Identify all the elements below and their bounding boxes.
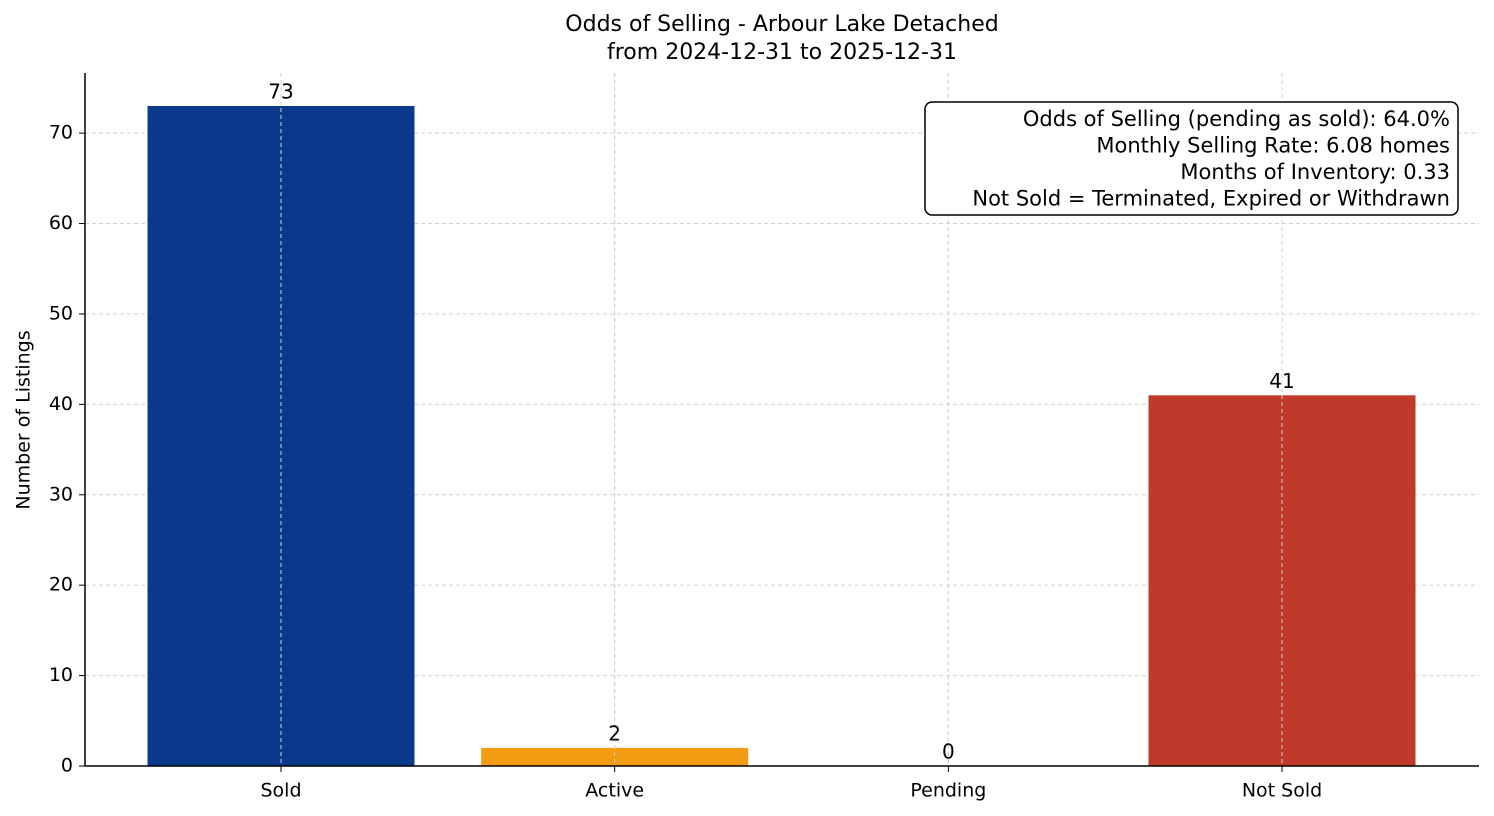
y-tick-label: 60	[49, 212, 73, 234]
chart-title: Odds of Selling - Arbour Lake Detached	[565, 12, 998, 37]
y-tick-label: 50	[49, 302, 73, 324]
y-tick-label: 0	[61, 755, 73, 777]
value-label: 0	[942, 740, 955, 764]
y-tick-label: 20	[49, 574, 73, 596]
x-tick-label: Active	[585, 780, 644, 802]
bar	[147, 106, 415, 766]
annotation-box	[924, 101, 1459, 216]
chart-subtitle: from 2024-12-31 to 2025-12-31	[607, 40, 957, 65]
value-label: 73	[268, 80, 293, 104]
annotation-text: Months of Inventory: 0.33	[1180, 160, 1450, 184]
bar	[481, 747, 749, 766]
annotation-text: Odds of Selling (pending as sold): 64.0%	[1023, 107, 1450, 131]
x-tick-label: Sold	[260, 780, 301, 802]
annotation-text: Monthly Selling Rate: 6.08 homes	[1096, 134, 1450, 158]
y-axis-label: Number of Listings	[13, 330, 35, 509]
annotation-text: Not Sold = Terminated, Expired or Withdr…	[972, 187, 1450, 211]
y-tick-label: 70	[49, 122, 73, 144]
y-tick-label: 30	[49, 483, 73, 505]
value-label: 41	[1269, 369, 1294, 393]
y-tick-label: 10	[49, 664, 73, 686]
value-label: 2	[608, 721, 621, 745]
x-tick-label: Not Sold	[1242, 780, 1322, 802]
y-tick-label: 40	[49, 393, 73, 415]
x-tick-label: Pending	[910, 780, 986, 802]
